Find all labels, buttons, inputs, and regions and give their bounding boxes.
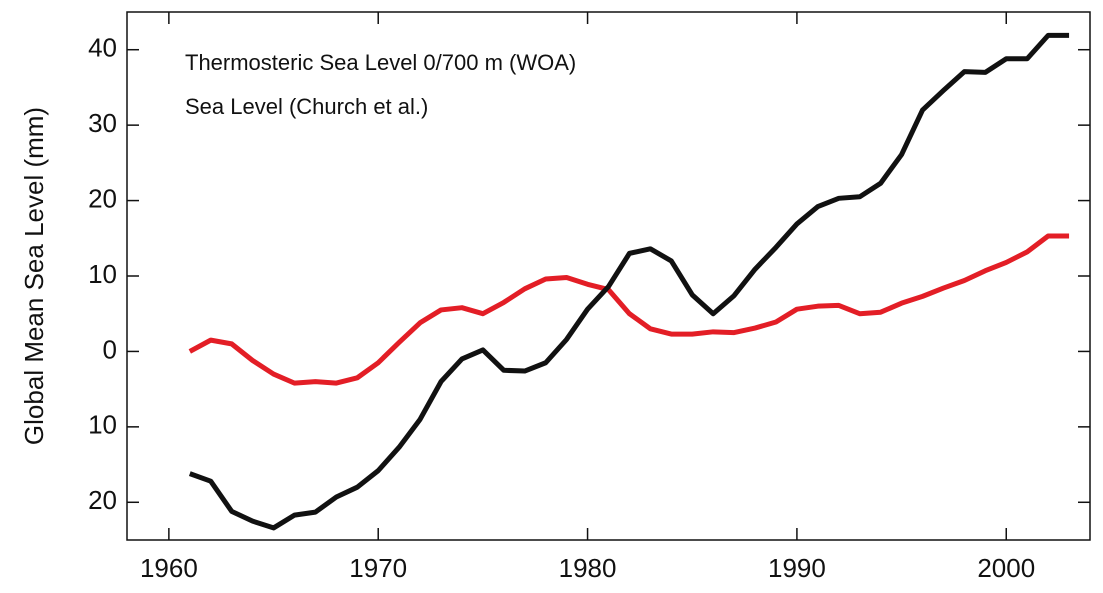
legend-entry: Thermosteric Sea Level 0/700 m (WOA): [185, 50, 576, 75]
y-axis-label: Global Mean Sea Level (mm): [19, 107, 49, 445]
y-tick-label: 0: [103, 334, 117, 364]
y-tick-label: 10: [88, 259, 117, 289]
x-tick-label: 1990: [768, 553, 826, 583]
x-tick-label: 1980: [559, 553, 617, 583]
series-line: [188, 233, 1070, 386]
x-tick-label: 1970: [349, 553, 407, 583]
x-tick-label: 2000: [977, 553, 1035, 583]
y-tick-label: 40: [88, 33, 117, 63]
y-tick-label: 30: [88, 108, 117, 138]
x-tick-label: 1960: [140, 553, 198, 583]
legend-entry: Sea Level (Church et al.): [185, 94, 428, 119]
y-tick-label: 10: [88, 410, 117, 440]
series-line: [188, 32, 1070, 531]
y-tick-label: 20: [88, 485, 117, 515]
y-tick-label: 20: [88, 183, 117, 213]
